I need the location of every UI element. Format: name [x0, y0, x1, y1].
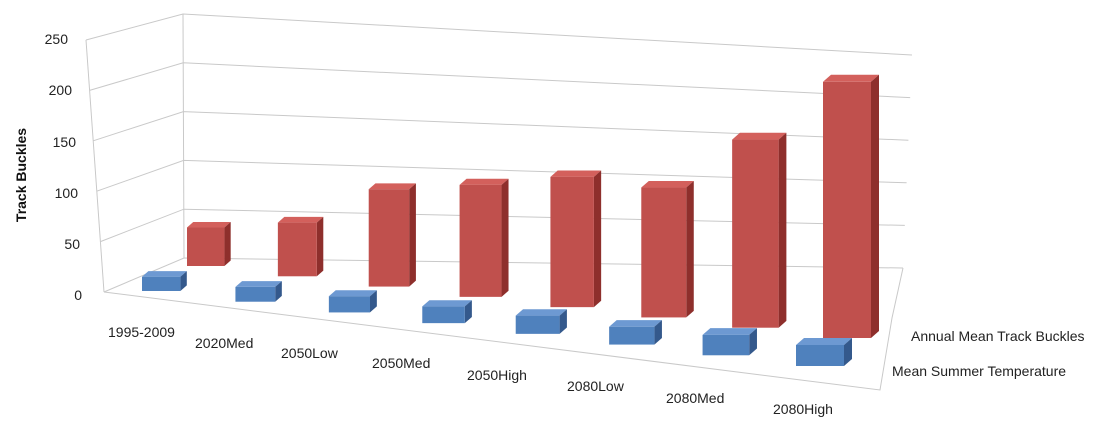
bar-summer-temperature: [422, 300, 472, 324]
bar-summer-temperature: [142, 271, 187, 291]
bar-top-face: [459, 178, 509, 185]
bars: [142, 74, 879, 366]
category-label: 2080High: [773, 401, 833, 417]
bar-summer-temperature: [328, 290, 377, 313]
category-label: 2050Low: [281, 345, 339, 361]
bar-side-face: [749, 328, 757, 356]
bar-track-buckles: [368, 183, 416, 287]
bar-front-face: [609, 326, 655, 345]
bar-front-face: [823, 81, 871, 339]
bar-front-face: [277, 222, 317, 277]
wall-edge: [182, 13, 185, 259]
bar-track-buckles: [732, 132, 787, 328]
bar-top-face: [823, 74, 879, 82]
bar-top-face: [550, 170, 602, 177]
bar-front-face: [641, 187, 687, 318]
category-label: 1995-2009: [108, 324, 175, 340]
bar-summer-temperature: [702, 328, 757, 356]
bar-side-face: [409, 183, 416, 287]
bar-side-face: [778, 132, 787, 328]
bar-side-face: [559, 309, 567, 334]
bar-front-face: [732, 139, 779, 328]
bar-front-face: [459, 184, 502, 297]
bar-front-face: [187, 227, 225, 266]
bar-front-face: [702, 334, 750, 356]
bar-side-face: [686, 180, 694, 318]
gridline: [85, 13, 913, 56]
bar-front-face: [515, 315, 560, 334]
bar-side-face: [275, 281, 282, 302]
gridline: [89, 62, 911, 99]
bar-track-buckles: [823, 74, 879, 339]
bar-track-buckles: [187, 222, 231, 266]
gridlines: [85, 13, 913, 391]
bar-top-face: [641, 180, 694, 188]
bar-track-buckles: [459, 178, 509, 297]
y-tick-label: 150: [53, 134, 77, 150]
bar-top-face: [368, 183, 416, 190]
category-label: 2050Med: [372, 355, 430, 371]
bar-summer-temperature: [515, 309, 567, 334]
bar-side-face: [501, 178, 509, 297]
bar-front-face: [796, 345, 844, 366]
bar-top-face: [187, 222, 231, 228]
bar-top-face: [732, 132, 787, 140]
series-axis-label: Annual Mean Track Buckles: [911, 328, 1085, 344]
bar-front-face: [422, 306, 465, 324]
bar-front-face: [142, 276, 181, 291]
bar-top-face: [609, 320, 662, 327]
bar-side-face: [844, 338, 852, 366]
floor-edge: [103, 267, 904, 391]
bar-side-face: [370, 290, 377, 313]
bar-side-face: [180, 271, 187, 291]
bar-side-face: [593, 170, 602, 308]
category-labels: 1995-2009 2020Med 2050Low 2050Med 2050Hi…: [108, 324, 833, 417]
category-label: 2020Med: [195, 335, 253, 351]
bar-top-face: [142, 271, 187, 277]
bar-summer-temperature: [796, 338, 852, 366]
bar-front-face: [550, 176, 594, 308]
bar-track-buckles: [550, 170, 602, 308]
y-tick-labels: 250 200 150 100 50 0: [45, 31, 83, 303]
bar-top-face: [422, 300, 472, 307]
bar-track-buckles: [277, 216, 324, 277]
bar-front-face: [235, 286, 276, 302]
bar-side-face: [654, 320, 662, 345]
bar-top-face: [702, 328, 757, 335]
category-label: 2080Low: [567, 378, 625, 394]
wall-edge: [85, 39, 105, 293]
category-label: 2050High: [467, 367, 527, 383]
bar-track-buckles: [641, 180, 694, 318]
y-tick-label: 250: [45, 31, 69, 47]
bar-front-face: [368, 189, 410, 287]
bar-summer-temperature: [235, 281, 282, 302]
bar-side-face: [224, 222, 231, 266]
y-tick-label: 50: [64, 236, 80, 252]
bar-top-face: [515, 309, 567, 316]
category-label: 2080Med: [666, 390, 724, 406]
bar-summer-temperature: [609, 320, 662, 345]
bar-side-face: [871, 74, 879, 339]
y-tick-label: 200: [49, 82, 73, 98]
y-tick-label: 0: [74, 287, 82, 303]
bar-side-face: [464, 300, 472, 324]
bar-front-face: [328, 296, 370, 313]
bar-top-face: [328, 290, 377, 297]
series-axis-label: Mean Summer Temperature: [892, 363, 1066, 379]
bar-top-face: [277, 216, 324, 223]
y-tick-label: 100: [55, 185, 79, 201]
bar-side-face: [316, 216, 324, 277]
bar-top-face: [796, 338, 852, 345]
bar-top-face: [235, 281, 282, 287]
y-axis-title: Track Buckles: [13, 128, 29, 222]
